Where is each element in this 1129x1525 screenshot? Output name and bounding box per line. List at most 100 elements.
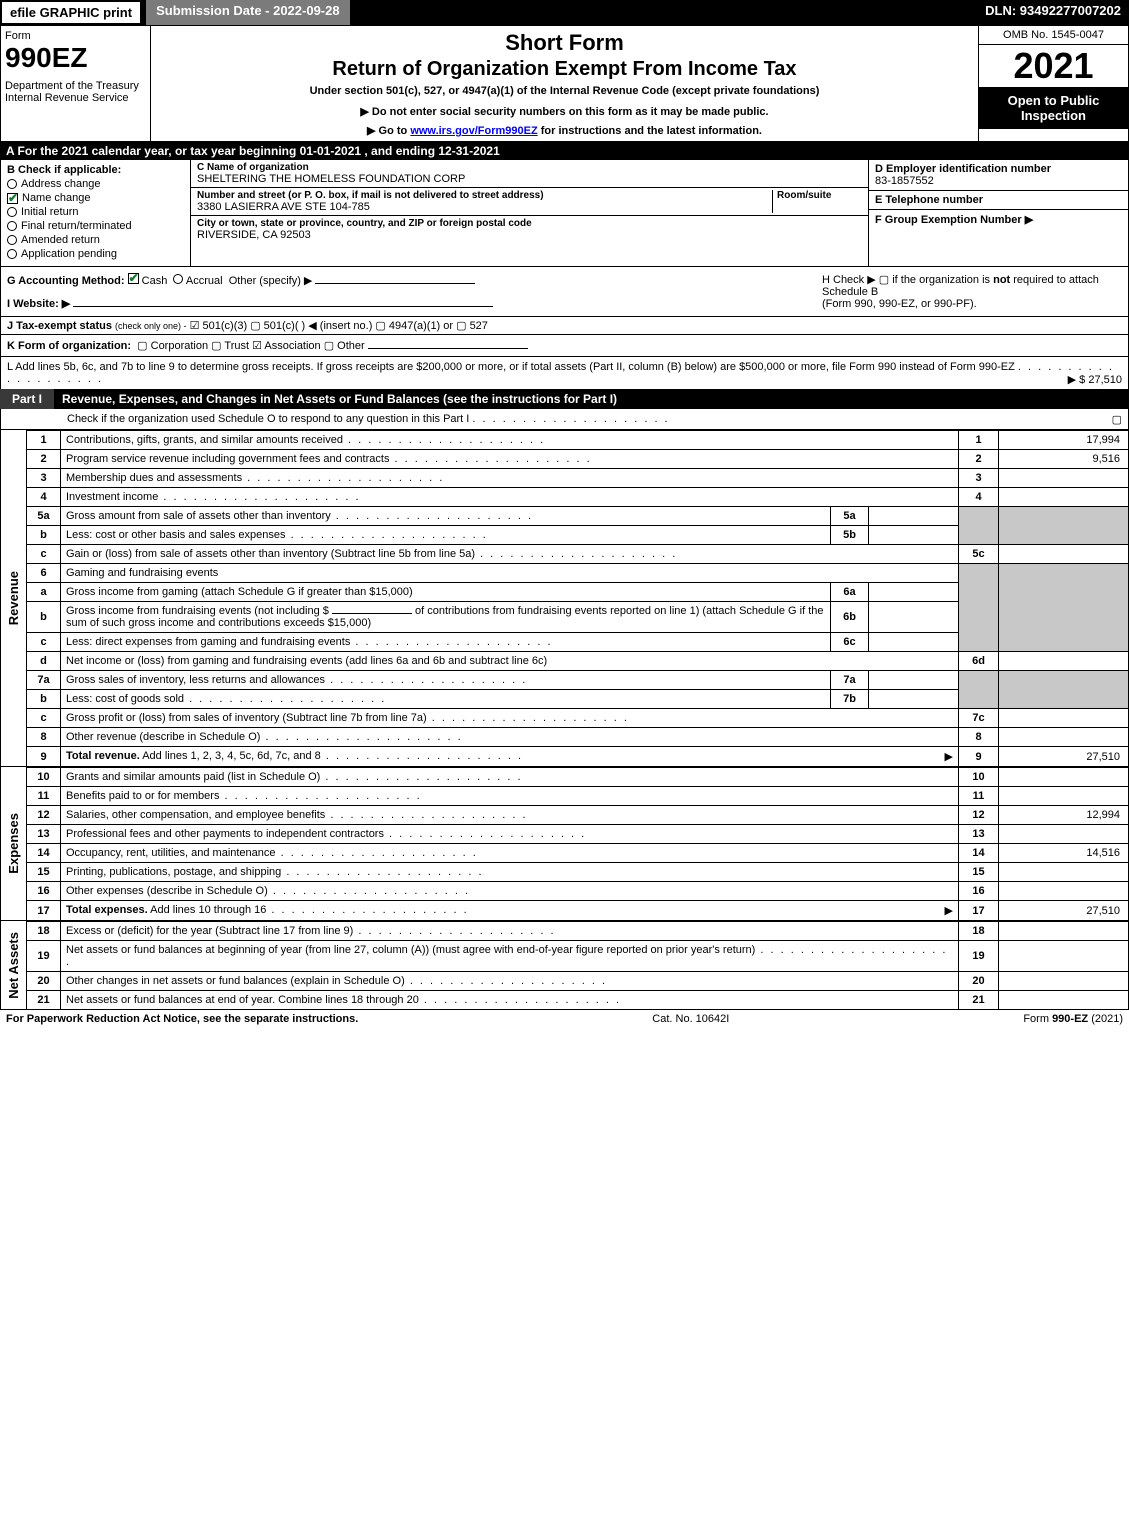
line-17: 17Total expenses. Add lines 10 through 1…	[27, 901, 1129, 921]
dots-icon	[184, 693, 386, 705]
checkbox-initial-return[interactable]: Initial return	[7, 206, 184, 218]
dots-icon	[286, 529, 488, 541]
section-j-tax-status: J Tax-exempt status (check only one) - ☑…	[0, 317, 1129, 335]
footer-left: For Paperwork Reduction Act Notice, see …	[6, 1013, 358, 1025]
checkbox-address-change[interactable]: Address change	[7, 178, 184, 190]
checkbox-application-pending[interactable]: Application pending	[7, 248, 184, 260]
line-6: 6Gaming and fundraising events	[27, 564, 1129, 583]
sec-k-label: K Form of organization:	[7, 340, 131, 352]
dots-icon	[242, 472, 444, 484]
checkbox-name-change[interactable]: Name change	[7, 192, 184, 204]
other-org-input[interactable]	[368, 348, 528, 349]
line-15: 15Printing, publications, postage, and s…	[27, 863, 1129, 882]
checkbox-final-return-terminated[interactable]: Final return/terminated	[7, 220, 184, 232]
address-value: 3380 LASIERRA AVE STE 104-785	[197, 201, 772, 213]
line-20: 20Other changes in net assets or fund ba…	[27, 972, 1129, 991]
checkbox-amended-return[interactable]: Amended return	[7, 234, 184, 246]
accrual-label: Accrual	[186, 275, 223, 287]
dots-icon	[260, 731, 462, 743]
dots-icon	[320, 771, 522, 783]
irs-link[interactable]: www.irs.gov/Form990EZ	[410, 125, 537, 137]
unchecked-icon[interactable]	[7, 207, 17, 217]
dots-icon	[266, 904, 468, 916]
efile-topbar: efile GRAPHIC print Submission Date - 20…	[0, 0, 1129, 25]
unchecked-icon[interactable]	[7, 235, 17, 245]
city-value: RIVERSIDE, CA 92503	[197, 229, 862, 241]
checkbox-label: Address change	[21, 178, 101, 190]
part-1-header: Part I Revenue, Expenses, and Changes in…	[0, 389, 1129, 409]
group-exemption-hdr: F Group Exemption Number ▶	[875, 213, 1122, 226]
sec-l-txt: L Add lines 5b, 6c, and 7b to line 9 to …	[7, 361, 1015, 373]
submission-date-label: Submission Date - 2022-09-28	[146, 0, 350, 25]
line-19: 19Net assets or fund balances at beginni…	[27, 941, 1129, 972]
address-hdr: Number and street (or P. O. box, if mail…	[197, 190, 772, 201]
expenses-table: 10Grants and similar amounts paid (list …	[26, 767, 1129, 921]
line-3: 3Membership dues and assessments3	[27, 469, 1129, 488]
net-assets-table: 18Excess or (deficit) for the year (Subt…	[26, 921, 1129, 1010]
section-gh: G Accounting Method: Cash Accrual Other …	[0, 267, 1129, 317]
room-hdr: Room/suite	[777, 190, 862, 201]
section-def-block: D Employer identification number 83-1857…	[868, 160, 1128, 266]
dots-icon	[350, 636, 552, 648]
part-1-title: Revenue, Expenses, and Changes in Net As…	[62, 389, 617, 409]
website-input[interactable]	[73, 306, 493, 307]
revenue-table: 1Contributions, gifts, grants, and simil…	[26, 430, 1129, 767]
dots-icon	[321, 750, 523, 762]
form-number: 990EZ	[5, 42, 146, 74]
sec-h-not: not	[993, 274, 1010, 286]
form-title: Return of Organization Exempt From Incom…	[159, 58, 970, 81]
unchecked-icon[interactable]	[7, 179, 17, 189]
line-4: 4Investment income4	[27, 488, 1129, 507]
dots-icon	[353, 925, 555, 937]
sec-l-amt: ▶ $ 27,510	[1068, 373, 1122, 386]
dots-icon	[281, 866, 483, 878]
revenue-side-label: Revenue	[0, 430, 26, 767]
other-label: Other (specify) ▶	[229, 275, 313, 287]
dots-icon	[158, 491, 360, 503]
net-assets-section: Net Assets 18Excess or (deficit) for the…	[0, 921, 1129, 1010]
part-1-check-line: Check if the organization used Schedule …	[0, 409, 1129, 430]
dots-icon	[389, 453, 591, 465]
efile-print-label[interactable]: efile GRAPHIC print	[0, 0, 142, 25]
line-16: 16Other expenses (describe in Schedule O…	[27, 882, 1129, 901]
line-6d: dNet income or (loss) from gaming and fu…	[27, 652, 1129, 671]
identification-block: B Check if applicable: Address change Nam…	[0, 160, 1129, 267]
checked-icon[interactable]	[7, 193, 18, 204]
form-subtitle-2: ▶ Do not enter social security numbers o…	[159, 105, 970, 118]
form-subtitle-1: Under section 501(c), 527, or 4947(a)(1)…	[159, 85, 970, 97]
form-title-block: Short Form Return of Organization Exempt…	[151, 26, 978, 141]
part-1-check-txt: Check if the organization used Schedule …	[67, 413, 469, 425]
checkbox-label: Final return/terminated	[21, 220, 132, 232]
cash-checkbox[interactable]	[128, 273, 139, 284]
unchecked-icon[interactable]	[7, 221, 17, 231]
city-hdr: City or town, state or province, country…	[197, 218, 862, 229]
short-form-label: Short Form	[159, 30, 970, 56]
line-2: 2Program service revenue including gover…	[27, 450, 1129, 469]
line-5c: cGain or (loss) from sale of assets othe…	[27, 545, 1129, 564]
dots-icon	[384, 828, 586, 840]
dots-icon	[331, 510, 533, 522]
dln-label: DLN: 93492277007202	[977, 0, 1129, 25]
dots-icon	[419, 994, 621, 1006]
sec-h-txt3: (Form 990, 990-EZ, or 990-PF).	[822, 298, 977, 310]
line-7a: 7aGross sales of inventory, less returns…	[27, 671, 1129, 690]
fundraising-amount-input[interactable]	[332, 613, 412, 614]
dots-icon	[475, 548, 677, 560]
section-g-accounting: G Accounting Method: Cash Accrual Other …	[7, 273, 822, 310]
sub3-pre: ▶ Go to	[367, 125, 410, 137]
open-to-public-label: Open to Public Inspection	[979, 87, 1128, 129]
unchecked-icon[interactable]	[7, 249, 17, 259]
part-1-check-box[interactable]: ▢	[1112, 413, 1122, 426]
expenses-section: Expenses 10Grants and similar amounts pa…	[0, 767, 1129, 921]
other-specify-input[interactable]	[315, 283, 475, 284]
ein-hdr: D Employer identification number	[875, 163, 1122, 175]
line-7c: cGross profit or (loss) from sales of in…	[27, 709, 1129, 728]
section-b-label: B Check if applicable:	[7, 164, 184, 176]
dots-icon	[343, 434, 545, 446]
org-name-value: SHELTERING THE HOMELESS FOUNDATION CORP	[197, 173, 862, 185]
line-14: 14Occupancy, rent, utilities, and mainte…	[27, 844, 1129, 863]
section-c-org-info: C Name of organization SHELTERING THE HO…	[191, 160, 868, 266]
accrual-checkbox[interactable]	[173, 274, 183, 284]
line-1: 1Contributions, gifts, grants, and simil…	[27, 431, 1129, 450]
dots-icon	[405, 975, 607, 987]
